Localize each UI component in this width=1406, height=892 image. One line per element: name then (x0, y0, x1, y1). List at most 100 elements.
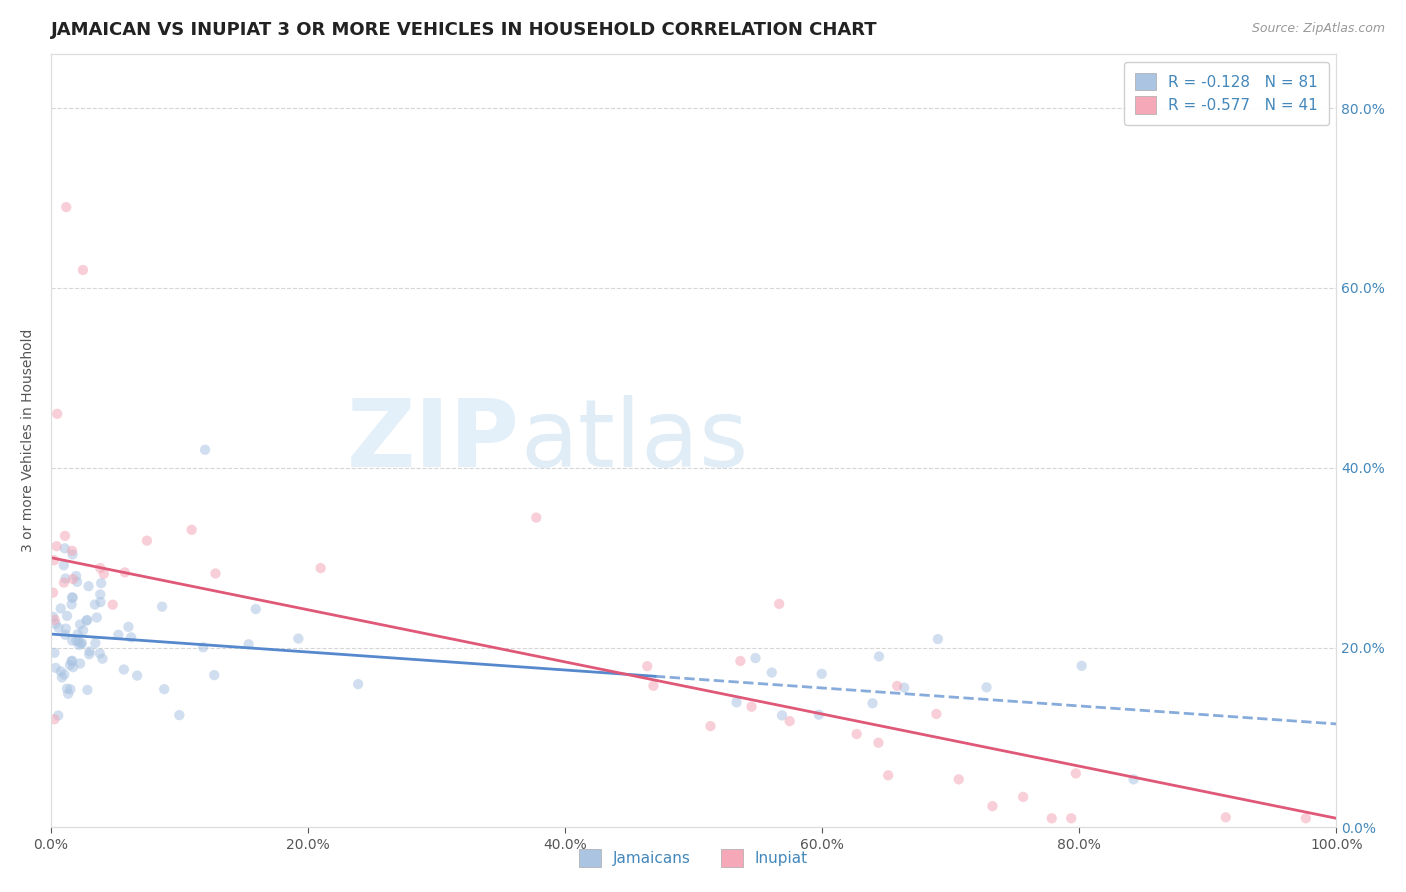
Point (948, 772, 970, 787)
Point (1060, 811, 1083, 825)
Point (45, 616, 67, 631)
Point (194, 442, 217, 457)
Point (79, 644, 101, 658)
Point (1064, 766, 1087, 780)
Point (67, 638, 90, 652)
Point (93, 566, 115, 581)
Point (810, 666, 832, 681)
Point (193, 640, 215, 655)
Point (245, 602, 267, 616)
Y-axis label: 3 or more Vehicles in Household: 3 or more Vehicles in Household (21, 329, 35, 552)
Point (127, 668, 149, 682)
Point (44, 646, 66, 660)
Point (107, 628, 129, 642)
Point (1012, 789, 1035, 804)
Point (66, 574, 89, 589)
Point (56, 608, 79, 623)
Point (66, 627, 89, 641)
Point (112, 663, 135, 677)
Point (287, 632, 309, 646)
Point (761, 665, 783, 680)
Legend: Jamaicans, Inupiat: Jamaicans, Inupiat (568, 838, 818, 878)
Point (741, 699, 763, 714)
Point (44, 553, 66, 567)
Point (62, 548, 84, 562)
Point (48, 621, 70, 635)
Point (730, 654, 752, 668)
Point (101, 598, 124, 612)
Point (72, 263, 94, 277)
Point (90, 576, 112, 591)
Point (62, 591, 84, 605)
Point (524, 510, 547, 524)
Point (91, 651, 114, 665)
Point (45, 539, 67, 553)
Point (55, 572, 77, 586)
Point (238, 637, 260, 651)
Point (877, 768, 900, 782)
Point (52, 558, 75, 573)
Point (868, 649, 890, 664)
Point (768, 597, 790, 611)
Point (69, 617, 91, 632)
Point (53, 529, 76, 543)
Point (862, 696, 884, 710)
Point (53, 667, 76, 681)
Point (75, 614, 97, 628)
Point (180, 523, 202, 537)
Point (60, 591, 83, 605)
Point (76, 682, 98, 697)
Point (53, 541, 76, 556)
Point (55, 200, 77, 214)
Point (136, 533, 159, 548)
Point (52, 575, 75, 590)
Point (77, 579, 100, 593)
Point (46, 708, 69, 723)
Point (60, 598, 83, 612)
Point (42, 585, 65, 599)
Point (699, 719, 721, 733)
Point (309, 561, 332, 575)
Point (86, 610, 108, 624)
Point (89, 595, 111, 609)
Point (67, 634, 90, 648)
Point (807, 707, 830, 722)
Point (202, 668, 225, 682)
Point (60, 654, 83, 668)
Point (725, 695, 748, 709)
Point (636, 659, 658, 673)
Text: atlas: atlas (520, 395, 748, 487)
Point (44, 712, 66, 726)
Point (1215, 810, 1237, 824)
Point (60, 543, 83, 558)
Point (77, 647, 100, 661)
Point (49, 601, 72, 615)
Point (1295, 811, 1317, 825)
Point (76, 613, 98, 627)
Point (1040, 811, 1063, 825)
Point (72, 624, 94, 638)
Point (84, 598, 107, 612)
Point (120, 631, 142, 645)
Point (150, 599, 173, 614)
Point (927, 632, 949, 646)
Point (60, 633, 83, 648)
Point (65, 633, 87, 648)
Text: Source: ZipAtlas.com: Source: ZipAtlas.com (1251, 22, 1385, 36)
Point (42, 610, 65, 624)
Point (770, 708, 793, 723)
Point (65, 569, 87, 583)
Point (347, 677, 370, 691)
Point (59, 658, 82, 673)
Point (56, 687, 79, 701)
Point (643, 679, 665, 693)
Point (51, 670, 73, 684)
Text: JAMAICAN VS INUPIAT 3 OR MORE VEHICLES IN HOUSEHOLD CORRELATION CHART: JAMAICAN VS INUPIAT 3 OR MORE VEHICLES I… (51, 21, 877, 39)
Point (62, 572, 84, 586)
Point (981, 799, 1004, 814)
Point (45, 661, 67, 675)
Text: ZIP: ZIP (347, 395, 520, 487)
Point (744, 651, 766, 665)
Point (204, 566, 226, 581)
Point (845, 727, 868, 741)
